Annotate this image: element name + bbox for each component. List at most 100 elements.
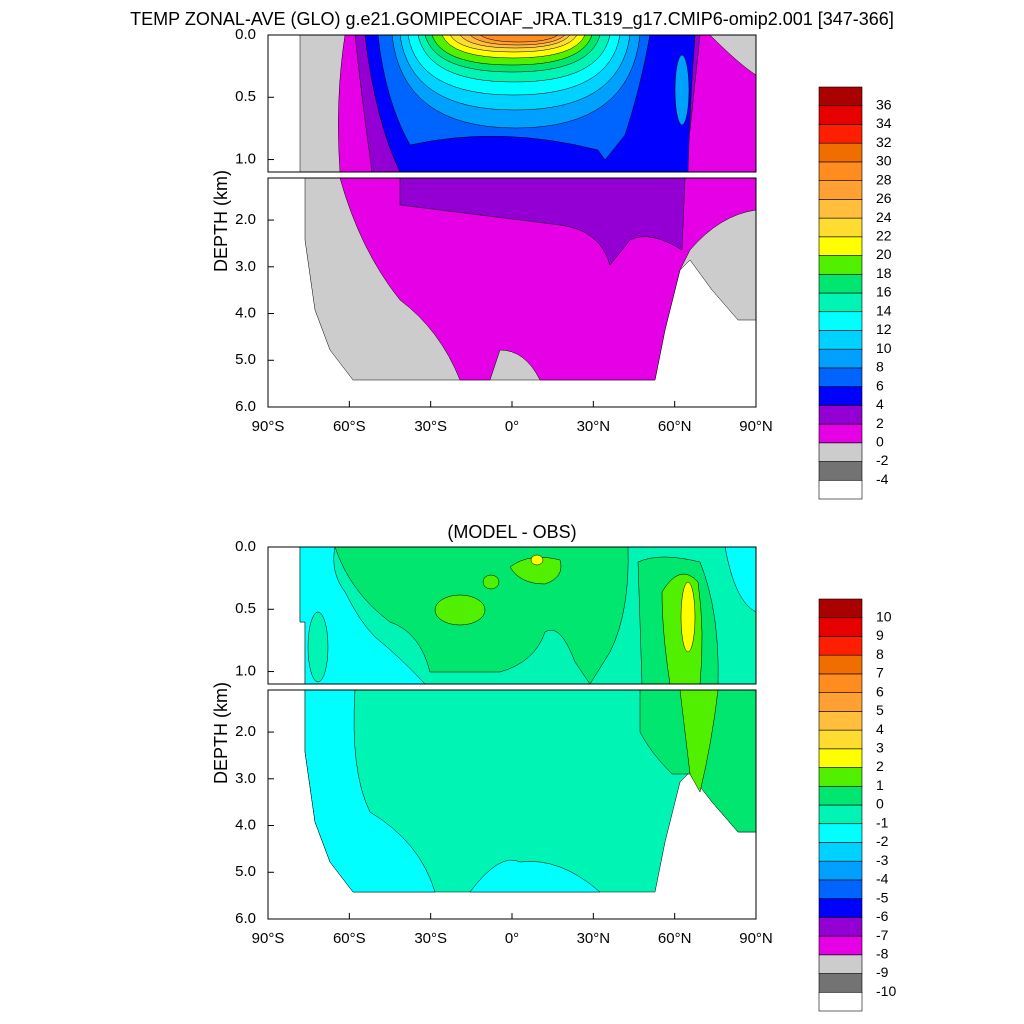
colorbar-box [818,105,863,125]
colorbar-label: -5 [876,889,889,905]
contour-field [299,35,756,172]
colorbar-box [818,935,863,956]
colorbar-label: 8 [876,359,884,375]
contour-region [434,594,486,626]
colorbar-box [818,654,863,675]
colorbar-label: -7 [876,927,889,943]
colorbar-label: 10 [876,340,892,356]
panel: (MODEL - OBS) DEPTH (km) 0.0 0.5 1.0 2.0 3.0 4.… [211,522,896,1012]
colorbar-label: 34 [876,115,892,131]
contour-region [469,859,601,893]
colorbar-label: 18 [876,265,892,281]
colorbar-label: 22 [876,228,892,244]
y-tick-label: 6.0 [235,398,256,415]
x-tick-label: 60°N [658,418,692,435]
x-tick-label: 30°S [414,418,447,435]
colorbar-label: 5 [876,702,884,718]
colorbar-box [818,598,863,619]
colorbar-label: 24 [876,209,892,225]
x-tick-label: 60°S [333,930,366,947]
contour-region [674,54,690,126]
colorbar-label: -4 [876,871,889,887]
y-tick-label: 1.0 [235,663,256,680]
colorbar-box [818,748,863,768]
y-axis-label: DEPTH (km) [211,170,231,272]
x-tick-label: 60°N [658,930,692,947]
x-tick-label: 90°N [739,930,773,947]
colorbar-box [818,124,863,144]
contour-field [299,547,756,684]
colorbar-box [818,86,863,107]
x-tick-label: 90°S [252,930,285,947]
y-tick-label: 4.0 [235,816,256,833]
colorbar-box [818,636,863,656]
y-tick-label: 3.0 [235,258,256,275]
colorbar-label: 28 [876,171,892,187]
contour-region [399,178,686,266]
colorbar-box [818,617,863,637]
colorbar-label: 4 [876,396,884,412]
colorbar-box [818,973,863,993]
contour-region [530,554,544,566]
colorbar-label: -4 [876,471,889,487]
y-tick-label: 1.0 [235,151,256,168]
x-tick-label: 30°S [414,930,447,947]
colorbar-label: 4 [876,721,884,737]
plot-frame [267,34,757,173]
contour-region [479,35,559,43]
contour-region [679,690,719,793]
colorbar-box [818,879,863,899]
y-tick-label: 0.5 [235,88,256,105]
colorbar-box [818,217,863,238]
y-tick-label: 6.0 [235,910,256,927]
colorbar-label: 9 [876,627,884,643]
contour-field [304,690,756,893]
colorbar-label: 2 [876,415,884,431]
contour-region [299,547,426,684]
y-tick-label: 2.0 [235,211,256,228]
x-tick-label: 30°N [577,418,611,435]
y-tick-label: 3.0 [235,770,256,787]
colorbar-box [818,142,863,163]
colorbar-box [818,804,863,825]
colorbar-label: 3 [876,740,884,756]
colorbar-box [818,479,863,500]
colorbar-label: -6 [876,908,889,924]
colorbar-box [818,386,863,406]
contour-region [680,581,696,653]
colorbar-box [818,898,863,918]
colorbar-box [818,273,863,294]
colorbar-box [818,348,863,369]
colorbar-box [818,292,863,313]
colorbar-box [818,311,863,331]
chart-title: TEMP ZONAL-AVE (GLO) g.e21.GOMIPECOIAF_J… [130,9,894,30]
x-tick-label: 90°N [739,418,773,435]
y-tick-label: 0.5 [235,600,256,617]
colorbar-label: -8 [876,946,889,962]
colorbar-box [818,367,863,387]
x-tick-label: 30°N [577,930,611,947]
y-tick-label: 4.0 [235,304,256,321]
colorbar-box [818,785,863,806]
colorbar-label: 2 [876,758,884,774]
colorbar-label: 14 [876,302,892,318]
colorbar-label: 16 [876,284,892,300]
y-tick-label: 5.0 [235,351,256,368]
colorbar-label: -1 [876,814,889,830]
colorbar-box [818,917,863,937]
colorbar-box [818,673,863,693]
colorbar-label: 0 [876,434,884,450]
colorbar-label: 36 [876,96,892,112]
colorbar-box [818,330,863,350]
colorbar-label: 6 [876,683,884,699]
y-tick-label: 0.0 [235,26,256,43]
colorbar-label: 26 [876,190,892,206]
colorbar-label: 20 [876,246,892,262]
y-axis-label: DEPTH (km) [211,682,231,784]
x-tick-label: 60°S [333,418,366,435]
colorbar-box [818,199,863,219]
colorbar-box [818,161,863,181]
colorbar-label: 7 [876,665,884,681]
colorbar-label: 10 [876,608,892,624]
colorbar-label: -10 [876,983,896,999]
